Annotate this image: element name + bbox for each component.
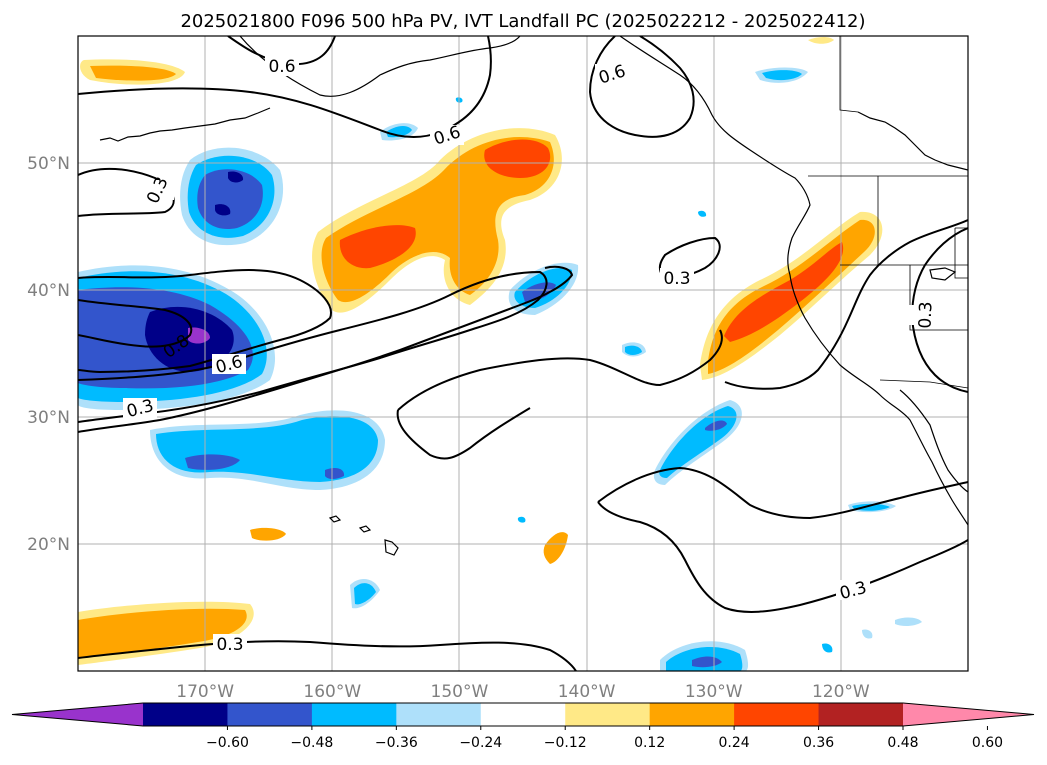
colorbar-segment bbox=[396, 703, 482, 726]
longitude-labels: 170°W 160°W 150°W 140°W 130°W 120°W bbox=[176, 682, 870, 702]
contour-label: 0.6 bbox=[268, 57, 295, 77]
colorbar-extend-high bbox=[903, 703, 1034, 726]
colorbar-labels: −0.60 −0.48 −0.36 −0.24 −0.12 0.12 0.24 0.36 0.4… bbox=[206, 726, 1003, 751]
lat-tick-label: 30°N bbox=[27, 408, 70, 428]
colorbar-segment bbox=[734, 703, 820, 726]
colorbar bbox=[11, 702, 1035, 727]
colorbar-segment bbox=[480, 703, 566, 726]
contour-label-group: 0.6 0.6 0.6 0.3 0.3 0.3 0.3 0.6 0.8 0.3 … bbox=[123, 56, 942, 655]
lat-tick-label: 40°N bbox=[27, 281, 70, 301]
contour-label: 0.3 bbox=[916, 301, 937, 329]
contour-label: 0.3 bbox=[663, 269, 690, 289]
colorbar-tick-label: −0.24 bbox=[459, 735, 502, 751]
colorbar-segment bbox=[143, 703, 228, 726]
colorbar-tick-label: −0.36 bbox=[375, 735, 418, 751]
gridlines bbox=[78, 36, 968, 671]
colorbar-outline bbox=[11, 702, 1035, 727]
lon-tick-label: 140°W bbox=[558, 682, 616, 702]
colorbar-segment bbox=[818, 703, 904, 726]
lon-tick-label: 120°W bbox=[812, 682, 870, 702]
colorbar-tick-label: 0.24 bbox=[719, 735, 750, 751]
colorbar-tick-label: 0.36 bbox=[803, 735, 834, 751]
contour-label: 0.3 bbox=[216, 635, 243, 655]
colorbar-segment bbox=[227, 703, 313, 726]
lon-tick-label: 130°W bbox=[685, 682, 743, 702]
colorbar-tick-label: −0.60 bbox=[206, 735, 249, 751]
colorbar-segment bbox=[311, 703, 397, 726]
lon-tick-label: 150°W bbox=[431, 682, 489, 702]
colorbar-tick-label: −0.48 bbox=[290, 735, 333, 751]
map-area: 0.6 0.6 0.6 0.3 0.3 0.3 0.3 0.6 0.8 0.3 … bbox=[78, 36, 968, 671]
colorbar-tick-label: −0.12 bbox=[544, 735, 587, 751]
colorbar-segment bbox=[565, 703, 651, 726]
lon-tick-label: 160°W bbox=[303, 682, 361, 702]
lat-tick-label: 20°N bbox=[27, 535, 70, 555]
map-title: 2025021800 F096 500 hPa PV, IVT Landfall… bbox=[180, 11, 865, 32]
colorbar-tick-label: 0.60 bbox=[972, 735, 1003, 751]
latitude-labels: 20°N 30°N 40°N 50°N bbox=[27, 154, 70, 555]
colorbar-extend-low bbox=[12, 703, 143, 726]
lat-tick-label: 50°N bbox=[27, 154, 70, 174]
colorbar-segment bbox=[649, 703, 735, 726]
map-frame bbox=[77, 35, 969, 672]
lon-tick-label: 170°W bbox=[176, 682, 234, 702]
colorbar-tick-label: 0.48 bbox=[887, 735, 918, 751]
colorbar-tick-label: 0.12 bbox=[634, 735, 665, 751]
